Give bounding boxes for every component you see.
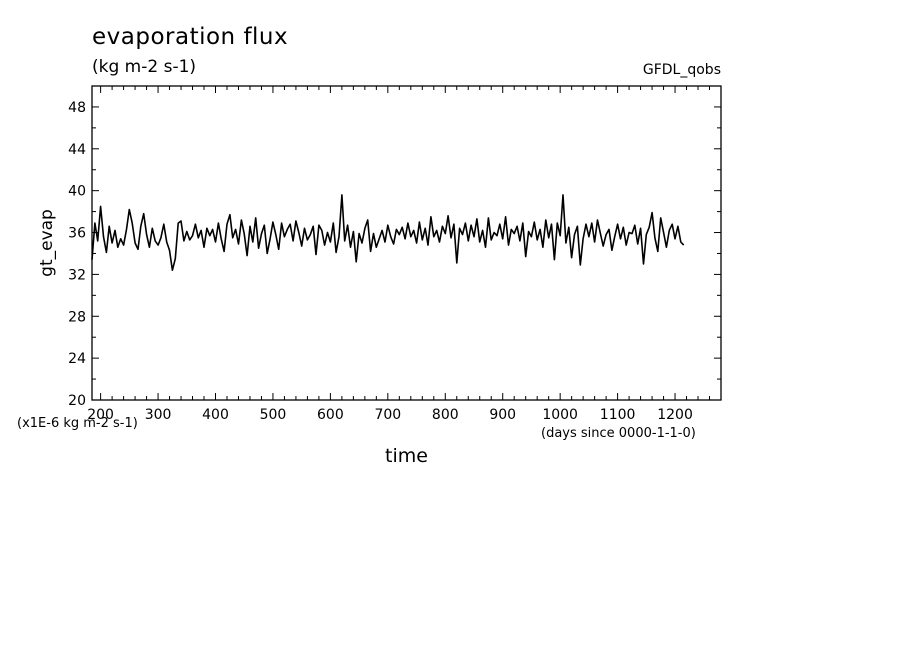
y-tick-label: 32 (68, 267, 86, 283)
y-tick-label: 36 (68, 226, 86, 242)
x-tick-label: 500 (260, 407, 287, 423)
chart-title: evaporation flux (92, 24, 289, 50)
plot-frame (91, 85, 722, 401)
y-tick-label: 44 (68, 142, 86, 158)
source-label: GFDL_qobs (642, 62, 721, 78)
y-tick-label: 40 (68, 184, 86, 200)
x-tick-label: 800 (432, 407, 459, 423)
x-tick-label: 300 (145, 407, 172, 423)
chart-units: (kg m-2 s-1) (92, 57, 197, 77)
y-scale-note: (x1E-6 kg m-2 s-1) (17, 416, 138, 431)
x-tick-label: 600 (317, 407, 344, 423)
x-axis-label: time (385, 445, 428, 467)
y-tick-label: 28 (68, 309, 86, 325)
x-tick-label: 900 (489, 407, 516, 423)
x-units-note: (days since 0000-1-1-0) (541, 426, 696, 441)
y-tick-label: 24 (68, 351, 86, 367)
x-tick-label: 1000 (542, 407, 578, 423)
x-tick-label: 200 (87, 407, 114, 423)
x-tick-label: 1100 (600, 407, 636, 423)
y-tick-label: 48 (68, 100, 86, 116)
x-tick-label: 400 (202, 407, 229, 423)
x-tick-label: 1200 (657, 407, 693, 423)
x-tick-label: 700 (374, 407, 401, 423)
y-tick-label: 20 (68, 393, 86, 409)
series-line (91, 194, 685, 272)
